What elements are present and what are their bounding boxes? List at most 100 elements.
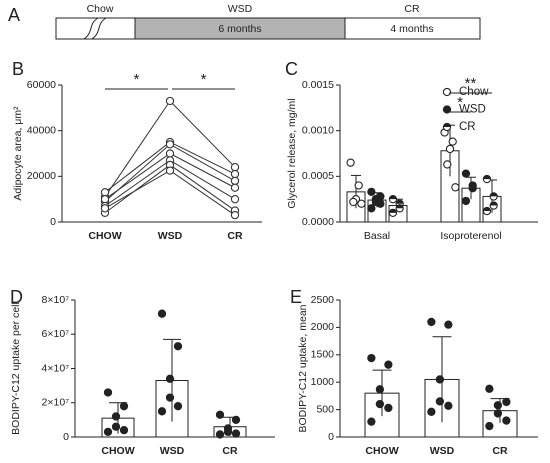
panel-letter: A (8, 5, 20, 25)
x-tick-label: WSD (158, 230, 183, 242)
y-axis-title: BODIPY-C12 uptake, mean (297, 304, 309, 432)
data-point (468, 184, 477, 193)
x-tick-label: Basal (364, 230, 390, 242)
legend-label: WSD (459, 104, 486, 116)
data-point (173, 402, 183, 411)
timeline: A Chow WSD 6 months CR 4 months (8, 3, 481, 40)
x-tick-label: CHOW (88, 230, 121, 242)
x-tick-label: WSD (430, 445, 455, 457)
legend-label: Chow (459, 86, 489, 98)
data-point (230, 183, 240, 192)
data-point (103, 427, 113, 437)
data-point (165, 96, 175, 106)
data-point (448, 137, 457, 146)
data-point (354, 181, 363, 190)
data-point (384, 360, 393, 369)
data-point-half (396, 204, 404, 209)
significance-label: * (201, 71, 207, 88)
y-tick-label: 0 (328, 431, 334, 443)
data-point (165, 166, 175, 175)
y-tick-label: 60000 (27, 79, 56, 91)
y-tick-label: 40000 (27, 124, 56, 136)
data-point (349, 197, 358, 207)
data-point (223, 427, 233, 437)
data-point (461, 169, 471, 178)
panel-letter: E (290, 287, 302, 307)
data-point-half (490, 201, 498, 206)
data-point (165, 393, 175, 402)
x-tick-label: CHOW (101, 445, 134, 457)
x-tick-label: Isoproterenol (440, 230, 501, 242)
data-point (367, 204, 376, 213)
y-tick-label: 2500 (311, 294, 335, 306)
pair-line (104, 100, 236, 198)
panel-letter: B (12, 59, 24, 79)
data-point (215, 410, 225, 419)
data-point-half (483, 175, 491, 180)
data-point (427, 407, 436, 416)
data-point (111, 422, 121, 431)
data-point-half (389, 209, 397, 213)
data-point-half (389, 195, 397, 200)
y-tick-label: 0 (50, 216, 56, 228)
y-tick-label: 1000 (311, 376, 335, 388)
data-point-half (443, 123, 451, 127)
significance-label: * (457, 94, 463, 111)
data-point (100, 195, 110, 204)
data-point (165, 149, 175, 158)
data-point (230, 169, 240, 179)
data-point (493, 401, 503, 410)
data-point (165, 140, 175, 149)
data-point (119, 425, 129, 435)
data-point (119, 402, 129, 411)
x-tick-label: WSD (160, 445, 185, 457)
phase-duration: 4 months (390, 23, 433, 35)
data-point-half (483, 207, 491, 212)
y-tick-label: 500 (316, 403, 334, 415)
y-tick-label: 0.0010 (302, 124, 334, 136)
x-tick-label: CR (492, 445, 508, 457)
data-point (502, 397, 511, 407)
data-point (435, 375, 445, 384)
y-tick-label: 0 (63, 431, 69, 443)
data-point (451, 183, 460, 192)
data-point (384, 403, 393, 413)
data-point-half (490, 192, 498, 197)
data-point (443, 160, 452, 169)
data-point (103, 388, 113, 397)
data-point (376, 199, 385, 208)
data-point (375, 399, 385, 409)
data-point (461, 196, 471, 206)
panel-letter: D (10, 287, 23, 307)
data-point (445, 144, 455, 154)
data-point (173, 342, 183, 351)
y-tick-label: 6×10⁷ (42, 328, 70, 340)
timeline-wsd (134, 17, 346, 40)
data-point (493, 409, 503, 418)
y-tick-label: 0.0015 (302, 79, 334, 91)
data-point (367, 417, 376, 426)
data-point (100, 188, 110, 197)
y-tick-label: 2000 (311, 321, 335, 333)
data-point (367, 353, 376, 363)
y-axis-title: Glycerol release, mg/ml (286, 98, 298, 208)
phase-name: WSD (228, 3, 253, 15)
data-point (357, 199, 366, 208)
data-point (230, 195, 240, 204)
y-tick-label: 2×10⁷ (42, 397, 70, 409)
data-point (230, 176, 240, 186)
x-tick-label: CHOW (365, 445, 398, 457)
y-tick-label: 0.0005 (302, 170, 334, 182)
x-tick-label: CR (227, 230, 243, 242)
data-point (165, 374, 175, 383)
data-point (230, 210, 240, 220)
data-point (485, 421, 494, 431)
y-axis-title: Adipocyte area, μm² (12, 106, 24, 201)
significance-label: * (134, 71, 140, 88)
significance-label: ** (465, 75, 477, 92)
y-tick-label: 1500 (311, 349, 335, 361)
data-point (231, 415, 241, 425)
data-point (215, 430, 225, 439)
phase-name: CR (404, 3, 420, 15)
data-point (375, 385, 385, 394)
